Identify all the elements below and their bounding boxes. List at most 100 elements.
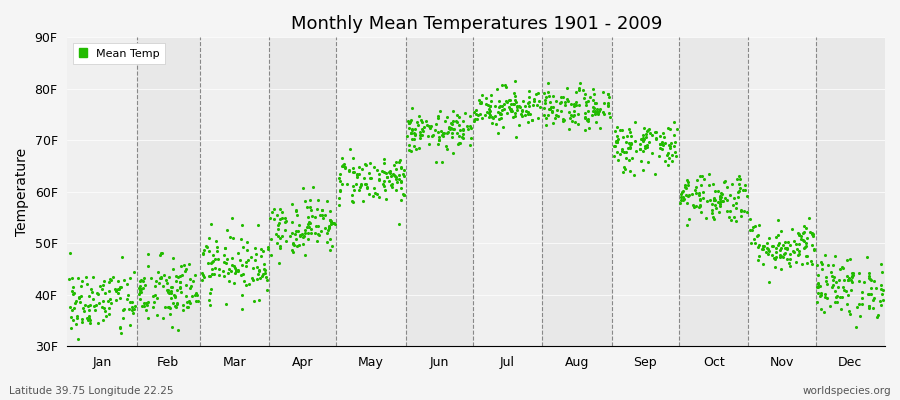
Point [653, 141, 668, 147]
Point [727, 214, 742, 220]
Point [443, 126, 457, 133]
Point [318, 225, 332, 231]
Point [707, 197, 722, 204]
Point [779, 245, 794, 251]
Point [301, 213, 315, 220]
Point [308, 214, 322, 220]
Point [279, 238, 293, 244]
Point [635, 167, 650, 174]
Point [81, 316, 95, 323]
Point [202, 235, 217, 241]
Point [603, 114, 617, 120]
Point [168, 278, 183, 284]
Point [667, 142, 681, 149]
Point [680, 199, 695, 206]
Point [228, 270, 242, 276]
Point [873, 298, 887, 304]
Point [71, 336, 86, 342]
Point [409, 146, 423, 152]
Point [560, 85, 574, 91]
Point [790, 246, 805, 252]
Point [328, 220, 342, 227]
Point [75, 316, 89, 322]
Point [602, 110, 616, 116]
Point [96, 317, 111, 324]
Point [747, 240, 761, 246]
Point [298, 252, 312, 258]
Point [729, 200, 743, 206]
Point [653, 144, 668, 151]
Point [298, 226, 312, 233]
Point [855, 300, 869, 307]
Point [662, 145, 677, 151]
Point [852, 301, 867, 307]
Point [779, 244, 794, 251]
Point [362, 170, 376, 176]
Point [542, 105, 556, 112]
Point [589, 100, 603, 106]
Point [332, 195, 347, 201]
Bar [137, 37, 200, 346]
Point [454, 134, 469, 140]
Point [82, 313, 96, 319]
Point [484, 98, 499, 104]
Point [504, 106, 518, 112]
Point [166, 284, 180, 290]
Point [580, 108, 595, 114]
Point [623, 129, 637, 135]
Point [166, 266, 180, 272]
Point [404, 130, 419, 136]
Point [301, 220, 315, 227]
Point [346, 187, 361, 193]
Point [220, 227, 234, 234]
Point [81, 302, 95, 309]
Point [797, 222, 812, 229]
Point [801, 214, 815, 221]
Point [537, 96, 552, 103]
Point [383, 182, 398, 188]
Point [633, 141, 647, 147]
Point [104, 300, 119, 306]
Point [611, 135, 625, 142]
Point [482, 112, 497, 118]
Point [508, 96, 522, 103]
Point [695, 173, 709, 179]
Point [589, 100, 603, 106]
Point [844, 270, 859, 277]
Point [376, 181, 391, 187]
Point [386, 170, 400, 177]
Point [645, 150, 660, 156]
Point [734, 207, 749, 213]
Point [433, 108, 447, 114]
Point [271, 222, 285, 228]
Point [345, 192, 359, 198]
Point [714, 194, 728, 200]
Point [144, 275, 158, 281]
Point [450, 119, 464, 125]
Point [861, 303, 876, 310]
Point [485, 120, 500, 126]
Point [821, 262, 835, 268]
Point [874, 261, 888, 267]
Point [63, 325, 77, 331]
Point [174, 289, 188, 295]
Point [853, 313, 868, 319]
Point [778, 238, 792, 245]
Point [664, 158, 679, 164]
Point [805, 230, 819, 236]
Point [876, 287, 890, 293]
Point [181, 304, 195, 310]
Point [356, 198, 370, 204]
Point [768, 256, 782, 262]
Point [382, 169, 396, 175]
Point [539, 122, 554, 128]
Point [168, 293, 183, 299]
Point [842, 275, 857, 281]
Point [518, 103, 533, 109]
Point [486, 115, 500, 121]
Point [274, 233, 289, 239]
Point [473, 100, 488, 106]
Point [272, 260, 286, 267]
Point [755, 242, 770, 249]
Point [623, 168, 637, 174]
